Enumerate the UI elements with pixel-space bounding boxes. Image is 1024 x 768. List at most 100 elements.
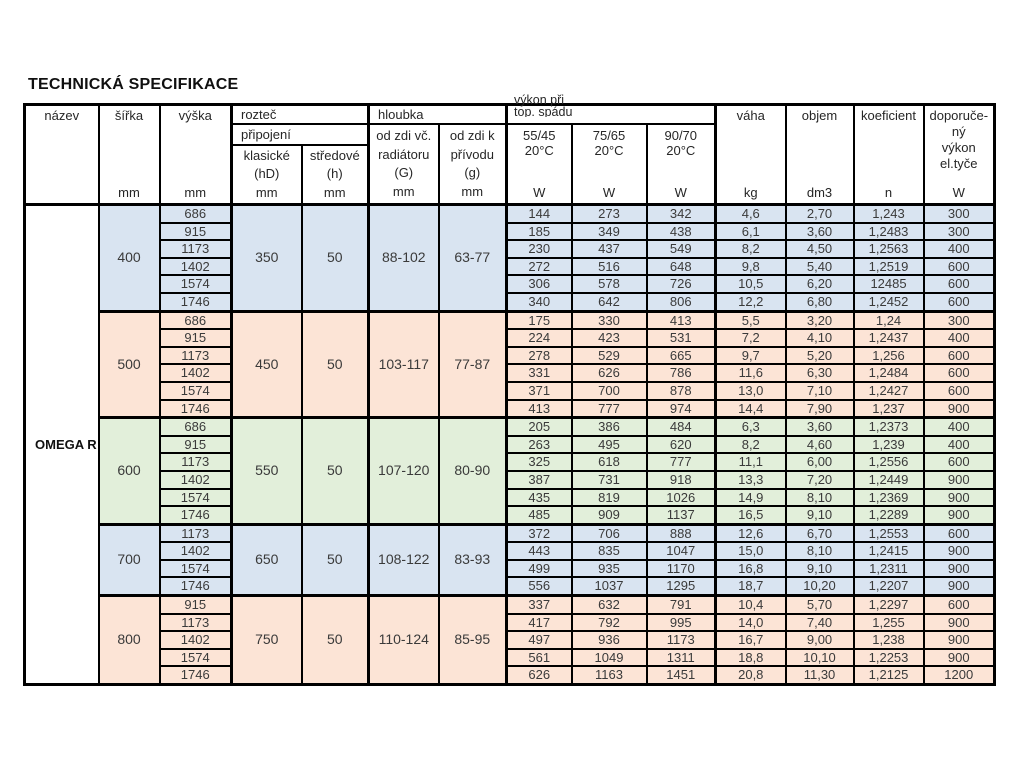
coefficient-cell: 1,2563 <box>852 239 925 259</box>
recommended-power-cell: 400 <box>922 328 996 348</box>
coefficient-cell: 1,2369 <box>852 487 925 508</box>
power-55-45-cell: 371 <box>505 380 573 401</box>
power-90-70-cell: 918 <box>645 469 717 490</box>
power-75-65-cell: 386 <box>570 416 648 437</box>
power-75-65-cell: 642 <box>570 291 648 313</box>
height-cell: 1173 <box>158 345 233 366</box>
weight-cell: 16,5 <box>714 505 787 526</box>
power-55-45-cell: 185 <box>505 221 573 242</box>
header-vyska: výška mm <box>158 103 233 206</box>
height-cell: 1173 <box>158 239 233 259</box>
recommended-power-cell: 600 <box>922 345 996 366</box>
power-55-45-cell: 205 <box>505 416 573 437</box>
weight-cell: 10,4 <box>714 594 787 615</box>
weight-cell: 9,8 <box>714 256 787 277</box>
height-cell: 1574 <box>158 380 233 401</box>
recommended-power-cell: 400 <box>922 434 996 455</box>
weight-cell: 15,0 <box>714 541 787 561</box>
width-cell: 600 <box>97 416 161 526</box>
power-75-65-cell: 1037 <box>570 576 648 597</box>
table-row: 1746 485 909 1137 16,5 9,10 1,2289 900 <box>25 505 996 526</box>
volume-cell: 4,60 <box>784 434 855 455</box>
volume-cell: 3,20 <box>784 309 855 331</box>
header-roztec: rozteč <box>230 103 370 125</box>
weight-cell: 20,8 <box>714 665 787 686</box>
table-row: 1746 556 1037 1295 18,7 10,20 1,2207 900 <box>25 576 996 597</box>
table-row: 1574 306 578 726 10,5 6,20 12485 600 <box>25 274 996 294</box>
coefficient-cell: 1,2449 <box>852 469 925 490</box>
power-75-65-cell: 700 <box>570 380 648 401</box>
power-90-70-cell: 1170 <box>645 558 717 579</box>
weight-cell: 16,8 <box>714 558 787 579</box>
coefficient-cell: 1,243 <box>852 202 925 224</box>
height-cell: 1173 <box>158 522 233 544</box>
stredove-cell: 50 <box>300 309 370 419</box>
height-cell: 915 <box>158 434 233 455</box>
power-55-45-cell: 337 <box>505 594 573 615</box>
recommended-power-cell: 900 <box>922 647 996 668</box>
coefficient-cell: 12485 <box>852 274 925 294</box>
coefficient-cell: 1,237 <box>852 398 925 419</box>
weight-cell: 6,1 <box>714 221 787 242</box>
recommended-power-cell: 900 <box>922 612 996 633</box>
header-hloubka: hloubka <box>366 103 508 125</box>
height-cell: 1746 <box>158 576 233 597</box>
volume-cell: 5,40 <box>784 256 855 277</box>
weight-cell: 13,0 <box>714 380 787 401</box>
power-55-45-cell: 224 <box>505 328 573 348</box>
volume-cell: 9,00 <box>784 630 855 650</box>
width-cell: 700 <box>97 522 161 597</box>
table-row: 1746 626 1163 1451 20,8 11,30 1,2125 1200 <box>25 665 996 686</box>
recommended-power-cell: 900 <box>922 576 996 597</box>
recommended-power-cell: 600 <box>922 522 996 544</box>
weight-cell: 7,2 <box>714 328 787 348</box>
height-cell: 915 <box>158 221 233 242</box>
power-75-65-cell: 792 <box>570 612 648 633</box>
power-55-45-cell: 497 <box>505 630 573 650</box>
power-75-65-cell: 626 <box>570 363 648 383</box>
width-cell: 400 <box>97 203 161 313</box>
coefficient-cell: 1,2427 <box>852 380 925 401</box>
coefficient-cell: 1,2125 <box>852 665 925 686</box>
power-75-65-cell: 330 <box>570 309 648 331</box>
table-row: OMEGA R 400 686 350 50 88-102 63-77 144 273 342 4,… <box>23 202 996 686</box>
power-90-70-cell: 438 <box>645 221 717 242</box>
weight-cell: 9,7 <box>714 345 787 366</box>
weight-cell: 11,6 <box>714 363 787 383</box>
weight-cell: 12,6 <box>714 522 787 544</box>
table-row: 700 1173 650 50 108-122 83-93 372 706 888 12,6 6,7… <box>25 522 996 597</box>
power-90-70-cell: 726 <box>645 274 717 294</box>
volume-cell: 8,10 <box>784 541 855 561</box>
height-cell: 1746 <box>158 505 233 526</box>
height-cell: 1746 <box>158 665 233 686</box>
power-55-45-cell: 175 <box>505 309 573 331</box>
power-75-65-cell: 1049 <box>570 647 648 668</box>
coefficient-cell: 1,2253 <box>852 647 925 668</box>
page-title: TECHNICKÁ SPECIFIKACE <box>28 76 239 93</box>
volume-cell: 6,20 <box>784 274 855 294</box>
volume-cell: 7,20 <box>784 469 855 490</box>
power-90-70-cell: 648 <box>645 256 717 277</box>
power-75-65-cell: 618 <box>570 452 648 472</box>
header-koeficient: koeficient n <box>852 103 925 206</box>
height-cell: 686 <box>158 416 233 437</box>
table-row: 1173 325 618 777 11,1 6,00 1,2556 600 <box>25 452 996 472</box>
volume-cell: 9,10 <box>784 558 855 579</box>
weight-cell: 10,5 <box>714 274 787 294</box>
power-75-65-cell: 777 <box>570 398 648 419</box>
power-55-45-cell: 306 <box>505 274 573 294</box>
stredove-cell: 50 <box>300 203 370 313</box>
coefficient-cell: 1,2519 <box>852 256 925 277</box>
table-row: 1574 499 935 1170 16,8 9,10 1,2311 900 <box>25 558 996 579</box>
coefficient-cell: 1,2483 <box>852 221 925 242</box>
coefficient-cell: 1,2556 <box>852 452 925 472</box>
hloubka-od-zdi-vc-cell: 103-117 <box>367 309 440 419</box>
power-75-65-cell: 706 <box>570 522 648 544</box>
power-55-45-cell: 331 <box>505 363 573 383</box>
height-cell: 1402 <box>158 363 233 383</box>
power-75-65-cell: 1163 <box>570 665 648 686</box>
power-75-65-cell: 632 <box>570 594 648 615</box>
power-55-45-cell: 413 <box>505 398 573 419</box>
product-name-cell: OMEGA R <box>23 202 100 686</box>
volume-cell: 3,60 <box>784 221 855 242</box>
